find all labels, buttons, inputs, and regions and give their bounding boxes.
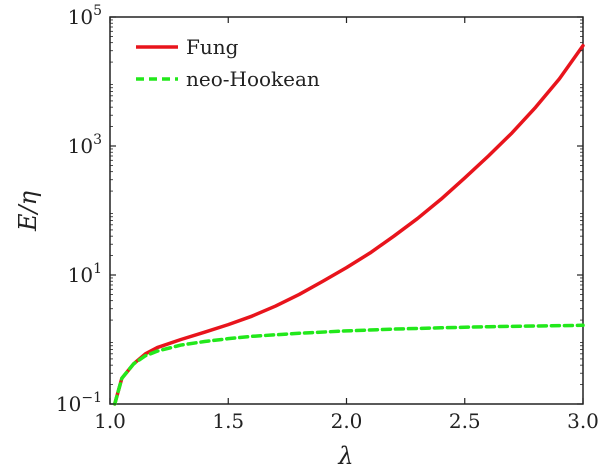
x-axis-label: λ	[337, 442, 353, 470]
y-tick-label: 103	[68, 132, 102, 158]
series-line-fung	[112, 43, 585, 406]
series-layer	[112, 43, 585, 406]
y-tick-label: 101	[68, 261, 102, 287]
y-axis-label: E/η	[14, 190, 42, 232]
y-tick-label: 105	[68, 3, 102, 29]
plot-area-frame	[109, 16, 584, 405]
x-tick-label: 2.0	[331, 409, 363, 433]
y-tick-label: 10−1	[56, 390, 102, 416]
x-tick-label: 2.5	[449, 409, 481, 433]
legend-label-neo-hookean: neo-Hookean	[186, 67, 320, 91]
x-tick-label: 3.0	[567, 409, 599, 433]
x-axis-ticks: 1.0 1.5 2.0 2.5 3.0	[94, 17, 599, 433]
x-tick-label: 1.5	[212, 409, 244, 433]
legend: Fung neo-Hookean	[136, 35, 320, 91]
y-axis-ticks: 10−1 101 103 105	[56, 3, 583, 416]
legend-label-fung: Fung	[186, 35, 239, 59]
x-tick-label: 1.0	[94, 409, 126, 433]
series-line-neo-hookean	[112, 323, 585, 406]
